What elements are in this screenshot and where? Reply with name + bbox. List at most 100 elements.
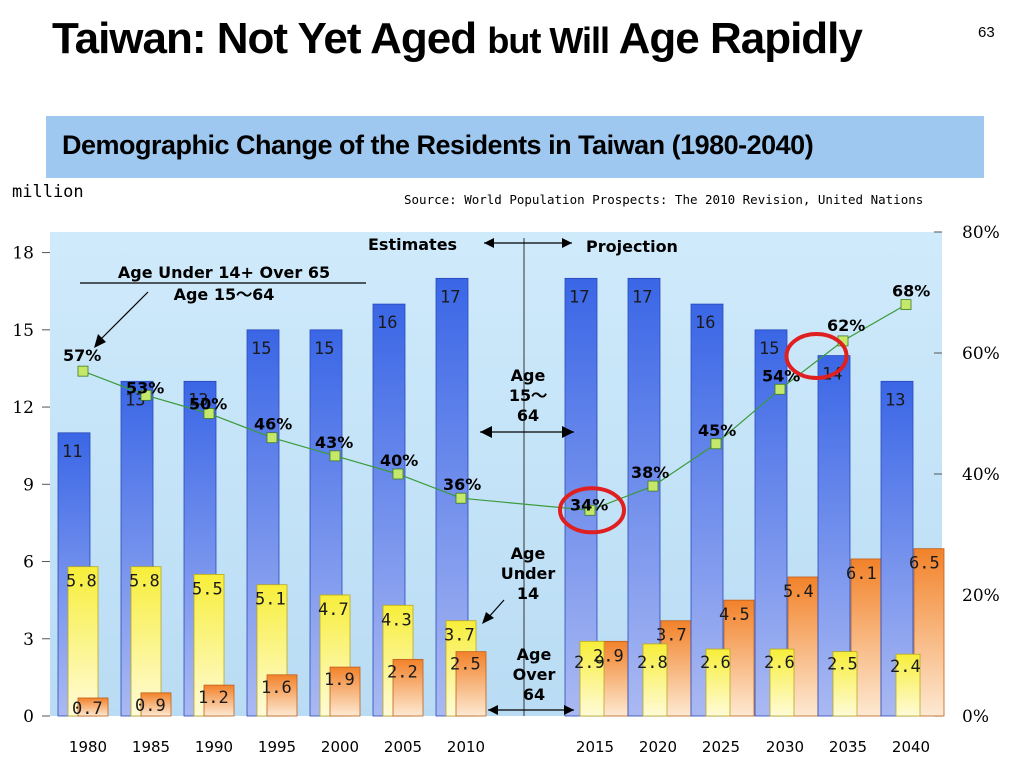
young-age-label: 14 <box>517 584 539 603</box>
young-pointer-line <box>487 599 505 619</box>
arrow-head-left <box>480 426 492 438</box>
bar-label-age-over-64: 3.7 <box>656 626 687 646</box>
bar-label-age-over-64: 2.9 <box>593 646 624 666</box>
y-left-tick-label: 3 <box>23 630 34 650</box>
arrow-head-right <box>562 238 572 248</box>
ratio-point-label: 68% <box>892 282 930 301</box>
bar-age-under-14 <box>769 648 795 717</box>
young-age-label: Age <box>511 544 546 563</box>
ratio-point-label: 50% <box>189 395 227 414</box>
x-tick-label: 1995 <box>258 738 296 756</box>
ratio-point-label: 62% <box>827 316 865 335</box>
ratio-numerator-label: Age Under 14+ Over 65 <box>118 263 330 282</box>
bar-age-over-64 <box>329 666 361 717</box>
bar-label-age-15-64: 15 <box>314 339 334 359</box>
bar-label-age-over-64: 4.5 <box>719 605 750 625</box>
x-tick-label: 2010 <box>447 738 485 756</box>
title-part-2: but Will <box>487 20 610 61</box>
y-right-tick-label: 80% <box>962 223 1000 243</box>
ratio-point-label: 34% <box>570 495 608 514</box>
x-tick-label: 2030 <box>766 738 804 756</box>
title-part-3: Age Rapidly <box>618 14 863 63</box>
projection-label: Projection <box>586 237 678 256</box>
ratio-point-marker <box>584 504 596 516</box>
y-right-tick-label: 20% <box>962 586 1000 606</box>
young-pointer-head <box>482 612 494 624</box>
arrow-head-right <box>564 705 574 715</box>
bar-label-age-under-14: 5.8 <box>66 572 97 592</box>
x-tick-label: 2025 <box>702 738 740 756</box>
bar-age-over-64 <box>77 697 109 717</box>
bar-label-age-15-64: 17 <box>440 287 460 307</box>
y-right-tick-label: 40% <box>962 465 1000 485</box>
old-age-label: Age <box>517 645 552 664</box>
working-age-label: Age <box>511 366 546 385</box>
bar-age-15-64 <box>690 303 724 717</box>
old-age-label: Over <box>513 665 556 684</box>
bar-label-age-over-64: 1.2 <box>198 688 229 708</box>
ratio-point-label: 38% <box>631 463 669 482</box>
ratio-point-marker <box>710 438 722 450</box>
working-age-label: 64 <box>517 406 539 425</box>
bar-label-age-15-64: 13 <box>188 390 208 410</box>
bar-label-age-under-14: 5.1 <box>255 590 286 610</box>
bar-label-age-15-64: 16 <box>695 313 715 333</box>
ratio-pointer-head <box>94 334 106 348</box>
bar-label-age-over-64: 6.1 <box>846 564 877 584</box>
ratio-point-marker <box>140 389 152 401</box>
arrow-head-right <box>562 426 574 438</box>
ratio-pointer-line <box>99 291 149 341</box>
x-tick-label: 2000 <box>321 738 359 756</box>
ratio-point-marker <box>392 468 404 480</box>
working-age-label: 15～ <box>509 386 547 405</box>
bar-label-age-15-64: 16 <box>377 313 397 333</box>
bar-label-age-under-14: 4.3 <box>381 610 412 630</box>
y-right-tick-label: 0% <box>962 707 989 727</box>
bar-label-age-15-64: 11 <box>62 442 82 462</box>
ratio-point-label: 54% <box>762 366 800 385</box>
bar-label-age-over-64: 2.5 <box>450 655 481 675</box>
ratio-point-label: 53% <box>126 378 164 397</box>
ratio-point-marker <box>203 408 215 419</box>
bar-age-under-14 <box>895 653 921 717</box>
old-age-label: 64 <box>523 685 545 704</box>
ratio-point-marker <box>647 480 659 492</box>
bar-label-age-under-14: 2.5 <box>827 655 858 675</box>
bar-label-age-under-14: 5.8 <box>129 572 160 592</box>
slide-title: Taiwan: Not Yet Aged but Will Age Rapidl… <box>52 14 863 64</box>
x-tick-label: 2020 <box>639 738 677 756</box>
arrow-head-left <box>488 705 498 715</box>
arrow-head-left <box>484 238 494 248</box>
y-left-tick-label: 18 <box>12 244 34 264</box>
ratio-point-label: 36% <box>443 475 481 494</box>
unit-label: million <box>12 182 84 202</box>
y-left-tick-label: 0 <box>23 707 34 727</box>
highlight-circle-2015 <box>558 486 626 535</box>
bar-label-age-over-64: 0.9 <box>135 696 166 716</box>
bar-label-age-over-64: 0.7 <box>72 699 103 719</box>
y-left-tick-label: 9 <box>23 475 34 495</box>
ratio-point-marker <box>266 432 278 444</box>
bar-label-age-15-64: 17 <box>569 287 589 307</box>
subtitle-banner <box>46 116 984 178</box>
x-tick-label: 1990 <box>195 738 233 756</box>
ratio-point-label: 45% <box>698 421 736 440</box>
bar-label-age-under-14: 2.6 <box>764 653 795 673</box>
y-left-tick-label: 12 <box>12 398 34 418</box>
bar-age-over-64 <box>203 684 235 717</box>
y-left-tick-label: 15 <box>12 321 34 341</box>
x-tick-label: 2005 <box>384 738 422 756</box>
ratio-point-marker <box>77 365 89 377</box>
bar-label-age-under-14: 2.9 <box>574 653 605 673</box>
ratio-point-marker <box>774 383 786 395</box>
ratio-point-label: 46% <box>254 415 292 434</box>
bar-age-over-64 <box>392 658 424 717</box>
highlight-circle-2035 <box>784 332 849 380</box>
bar-label-age-under-14: 4.7 <box>318 600 349 620</box>
x-tick-label: 1980 <box>69 738 107 756</box>
bar-age-15-64 <box>627 277 661 717</box>
ratio-point-marker <box>455 492 467 504</box>
x-tick-label: 2035 <box>829 738 867 756</box>
bar-age-under-14 <box>832 651 858 717</box>
